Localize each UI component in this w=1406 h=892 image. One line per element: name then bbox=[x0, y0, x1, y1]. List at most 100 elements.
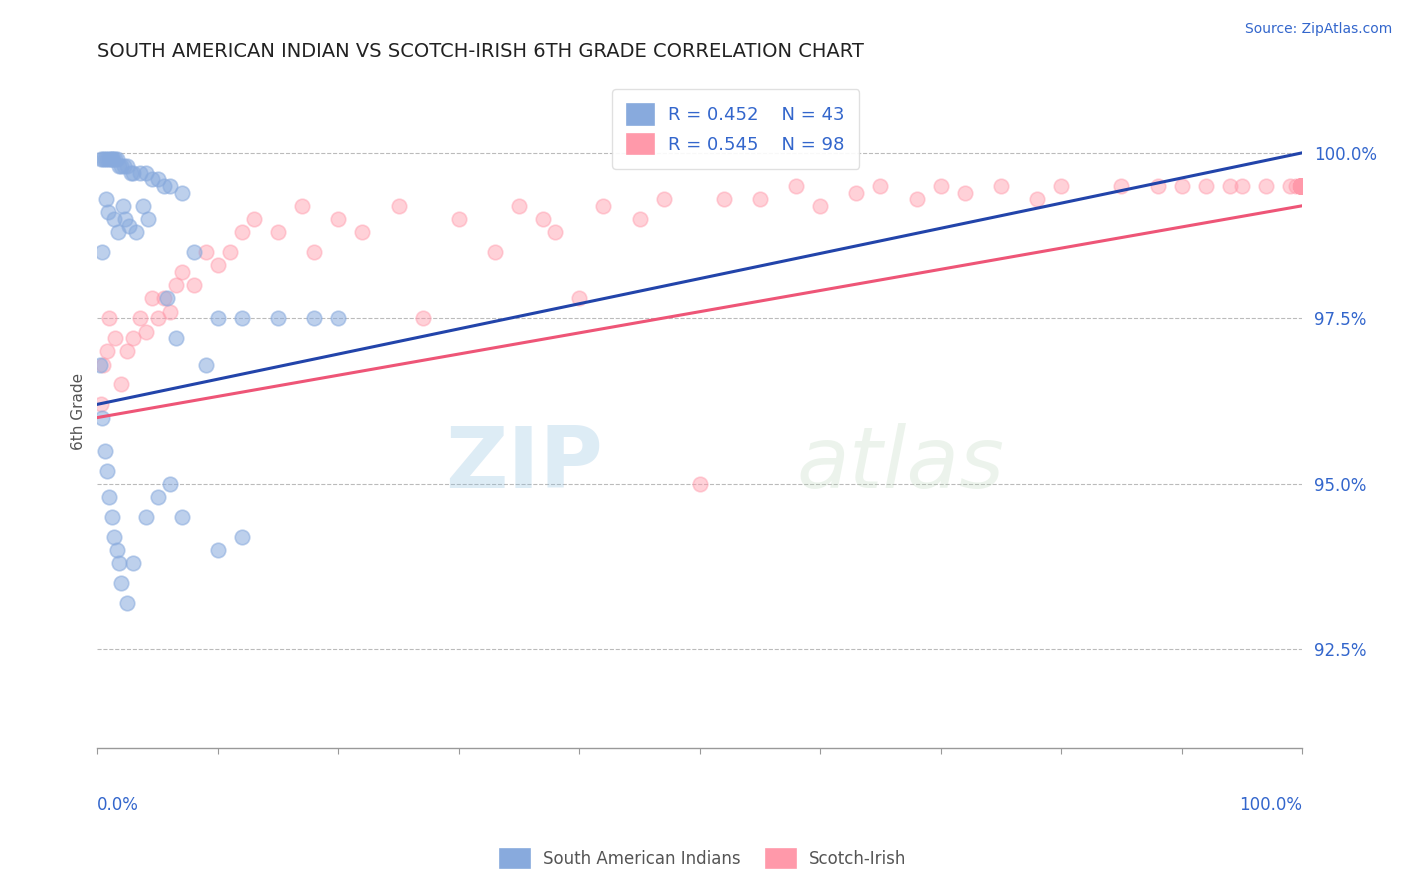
Point bbox=[101, 509, 124, 524]
Point bbox=[713, 192, 735, 206]
Y-axis label: 6th Grade: 6th Grade bbox=[72, 372, 86, 450]
Point bbox=[159, 304, 181, 318]
Point bbox=[170, 186, 193, 200]
Point bbox=[207, 258, 229, 272]
Point bbox=[302, 311, 325, 326]
Point bbox=[544, 225, 567, 239]
Point bbox=[91, 245, 114, 260]
Point bbox=[328, 311, 350, 326]
Point bbox=[231, 225, 253, 239]
Point bbox=[94, 192, 117, 206]
Point bbox=[111, 199, 134, 213]
Point bbox=[905, 192, 928, 206]
Point bbox=[146, 490, 169, 504]
Point bbox=[91, 410, 114, 425]
Point bbox=[89, 358, 111, 372]
Text: ZIP: ZIP bbox=[446, 424, 603, 507]
Point bbox=[103, 530, 125, 544]
Point bbox=[869, 178, 891, 193]
Point bbox=[93, 443, 115, 458]
Point bbox=[1289, 178, 1312, 193]
Point bbox=[159, 178, 181, 193]
Point bbox=[97, 205, 120, 219]
Point bbox=[1050, 178, 1073, 193]
Point bbox=[243, 212, 266, 227]
Point bbox=[194, 358, 217, 372]
Point bbox=[1285, 178, 1308, 193]
Point bbox=[152, 178, 174, 193]
Point bbox=[122, 556, 145, 570]
Point bbox=[104, 153, 127, 167]
Point bbox=[1289, 178, 1312, 193]
Point bbox=[231, 311, 253, 326]
Point bbox=[1289, 178, 1312, 193]
Point bbox=[110, 377, 132, 392]
Point bbox=[146, 172, 169, 186]
Point bbox=[105, 543, 128, 558]
Point bbox=[352, 225, 374, 239]
Point bbox=[90, 397, 112, 411]
Legend: R = 0.452    N = 43, R = 0.545    N = 98: R = 0.452 N = 43, R = 0.545 N = 98 bbox=[613, 89, 859, 169]
Point bbox=[1289, 178, 1312, 193]
Point bbox=[120, 166, 142, 180]
Point bbox=[1289, 178, 1312, 193]
Point bbox=[1230, 178, 1253, 193]
Point bbox=[484, 245, 506, 260]
Point bbox=[107, 225, 129, 239]
Point bbox=[105, 153, 128, 167]
Point bbox=[1289, 178, 1312, 193]
Point bbox=[1289, 178, 1312, 193]
Point bbox=[447, 212, 470, 227]
Point bbox=[1289, 178, 1312, 193]
Point bbox=[122, 166, 145, 180]
Point bbox=[929, 178, 952, 193]
Point bbox=[328, 212, 350, 227]
Text: Source: ZipAtlas.com: Source: ZipAtlas.com bbox=[1244, 22, 1392, 37]
Point bbox=[845, 186, 868, 200]
Point bbox=[117, 596, 139, 610]
Point bbox=[1289, 178, 1312, 193]
Point bbox=[1289, 178, 1312, 193]
Point bbox=[1289, 178, 1312, 193]
Point bbox=[749, 192, 772, 206]
Point bbox=[104, 331, 127, 345]
Point bbox=[90, 153, 112, 167]
Point bbox=[96, 344, 118, 359]
Point bbox=[165, 331, 187, 345]
Point bbox=[159, 476, 181, 491]
Point bbox=[103, 212, 125, 227]
Point bbox=[231, 530, 253, 544]
Point bbox=[652, 192, 675, 206]
Point bbox=[1170, 178, 1192, 193]
Point bbox=[1289, 178, 1312, 193]
Point bbox=[110, 576, 132, 591]
Point bbox=[1289, 178, 1312, 193]
Point bbox=[207, 311, 229, 326]
Point bbox=[808, 199, 831, 213]
Point bbox=[152, 292, 174, 306]
Point bbox=[165, 278, 187, 293]
Point bbox=[183, 245, 205, 260]
Point bbox=[1195, 178, 1218, 193]
Point bbox=[132, 199, 155, 213]
Point bbox=[136, 212, 159, 227]
Point bbox=[1289, 178, 1312, 193]
Text: 0.0%: 0.0% bbox=[97, 796, 139, 814]
Point bbox=[1289, 178, 1312, 193]
Point bbox=[135, 509, 157, 524]
Point bbox=[93, 358, 115, 372]
Point bbox=[628, 212, 651, 227]
Point bbox=[1026, 192, 1049, 206]
Point bbox=[953, 186, 976, 200]
Point bbox=[1111, 178, 1133, 193]
Point bbox=[1279, 178, 1302, 193]
Point bbox=[100, 153, 122, 167]
Point bbox=[170, 265, 193, 279]
Point bbox=[118, 219, 141, 233]
Point bbox=[302, 245, 325, 260]
Text: SOUTH AMERICAN INDIAN VS SCOTCH-IRISH 6TH GRADE CORRELATION CHART: SOUTH AMERICAN INDIAN VS SCOTCH-IRISH 6T… bbox=[97, 42, 865, 61]
Point bbox=[93, 153, 115, 167]
Point bbox=[128, 166, 150, 180]
Point bbox=[141, 292, 163, 306]
Point bbox=[135, 325, 157, 339]
